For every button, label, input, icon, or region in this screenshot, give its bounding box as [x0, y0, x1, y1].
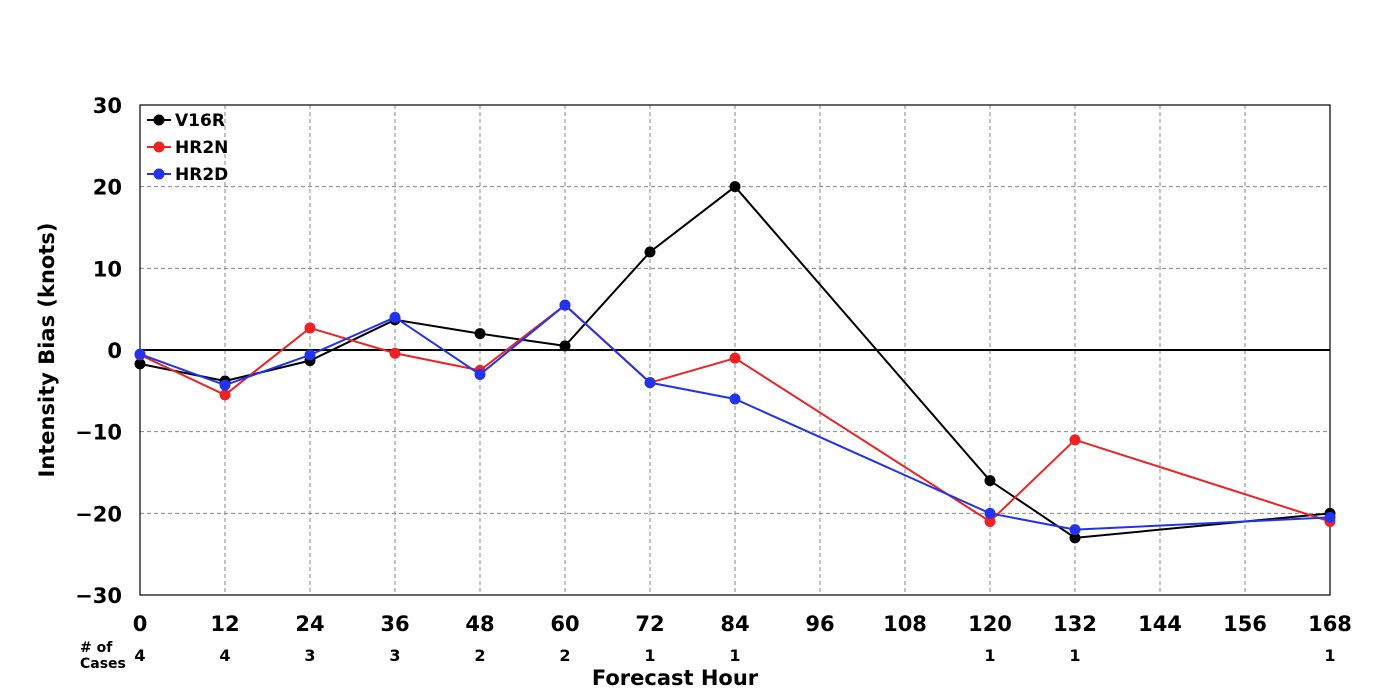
y-axis-title: Intensity Bias (knots): [35, 223, 59, 478]
legend-marker: [153, 141, 165, 153]
y-tick-label: 20: [93, 176, 122, 200]
x-tick-label: 168: [1308, 612, 1352, 636]
x-tick-label: 156: [1223, 612, 1267, 636]
data-point-hr2n: [304, 322, 316, 334]
case-count: 1: [729, 646, 740, 665]
legend-marker: [153, 168, 165, 180]
data-point-hr2n: [1069, 434, 1081, 446]
x-tick-label: 132: [1053, 612, 1097, 636]
data-point-hr2d: [1069, 524, 1081, 536]
data-point-hr2d: [474, 369, 486, 380]
data-point-hr2d: [1324, 511, 1336, 523]
series-group: [134, 181, 1336, 544]
data-point-hr2n: [729, 352, 741, 364]
x-tick-label: 84: [720, 612, 749, 636]
y-tick-label: −30: [75, 584, 122, 608]
cases-label-line: Cases: [80, 656, 126, 672]
data-point-v16r: [729, 181, 741, 193]
x-tick-label: 144: [1138, 612, 1182, 636]
legend-marker: [153, 114, 165, 126]
x-tick-label: 36: [380, 612, 409, 636]
case-count: 1: [1324, 646, 1335, 665]
legend-label: V16R: [175, 111, 225, 131]
data-point-hr2d: [304, 349, 316, 361]
x-tick-label: 12: [210, 612, 239, 636]
x-tick-label: 60: [550, 612, 579, 636]
data-point-hr2d: [219, 379, 231, 391]
case-count: 4: [134, 646, 145, 665]
legend-label: HR2D: [175, 165, 228, 185]
y-tick-label: −20: [75, 502, 122, 526]
data-point-v16r: [559, 340, 571, 352]
data-point-v16r: [1069, 532, 1081, 544]
x-tick-labels: 0 12 24 36 48 60 72 84 96 108 120 132 144 156 168: [133, 612, 1352, 636]
y-tick-label: 10: [93, 257, 122, 281]
x-tick-label: 0: [133, 612, 148, 636]
data-point-hr2d: [984, 507, 996, 519]
data-point-hr2d: [559, 299, 571, 311]
data-point-v16r: [644, 246, 656, 258]
case-count: 3: [389, 646, 400, 665]
y-tick-labels: 30 20 10 0 −10 −20 −30: [75, 94, 122, 608]
cases-label-line: # of: [80, 640, 113, 656]
cases-label: # of Cases: [80, 640, 126, 672]
y-tick-label: 0: [107, 339, 122, 363]
legend: V16R HR2N HR2D: [147, 111, 228, 185]
data-point-hr2d: [644, 377, 656, 389]
x-tick-label: 120: [968, 612, 1012, 636]
case-count: 1: [644, 646, 655, 665]
y-tick-label: −10: [75, 421, 122, 445]
x-tick-label: 24: [295, 612, 324, 636]
data-point-v16r: [134, 358, 146, 370]
cases-row: 4 4 3 3 2 2 1 1 1 1 1: [134, 646, 1335, 665]
data-point-hr2d: [134, 348, 146, 360]
x-tick-label: 48: [465, 612, 494, 636]
data-point-v16r: [984, 475, 996, 487]
case-count: 2: [559, 646, 570, 665]
data-point-hr2n: [389, 347, 401, 359]
x-tick-label: 96: [805, 612, 834, 636]
data-point-hr2d: [729, 393, 741, 405]
legend-label: HR2N: [175, 138, 228, 158]
case-count: 2: [474, 646, 485, 665]
data-point-hr2d: [389, 311, 401, 323]
data-point-hr2n: [984, 516, 996, 527]
case-count: 1: [984, 646, 995, 665]
data-point-hr2n: [219, 389, 231, 401]
x-tick-label: 72: [635, 612, 664, 636]
case-count: 1: [1069, 646, 1080, 665]
x-tick-label: 108: [883, 612, 927, 636]
x-axis-title: Forecast Hour: [592, 666, 759, 690]
case-count: 4: [219, 646, 230, 665]
data-point-v16r: [474, 328, 486, 340]
y-tick-label: 30: [93, 94, 122, 118]
case-count: 3: [304, 646, 315, 665]
